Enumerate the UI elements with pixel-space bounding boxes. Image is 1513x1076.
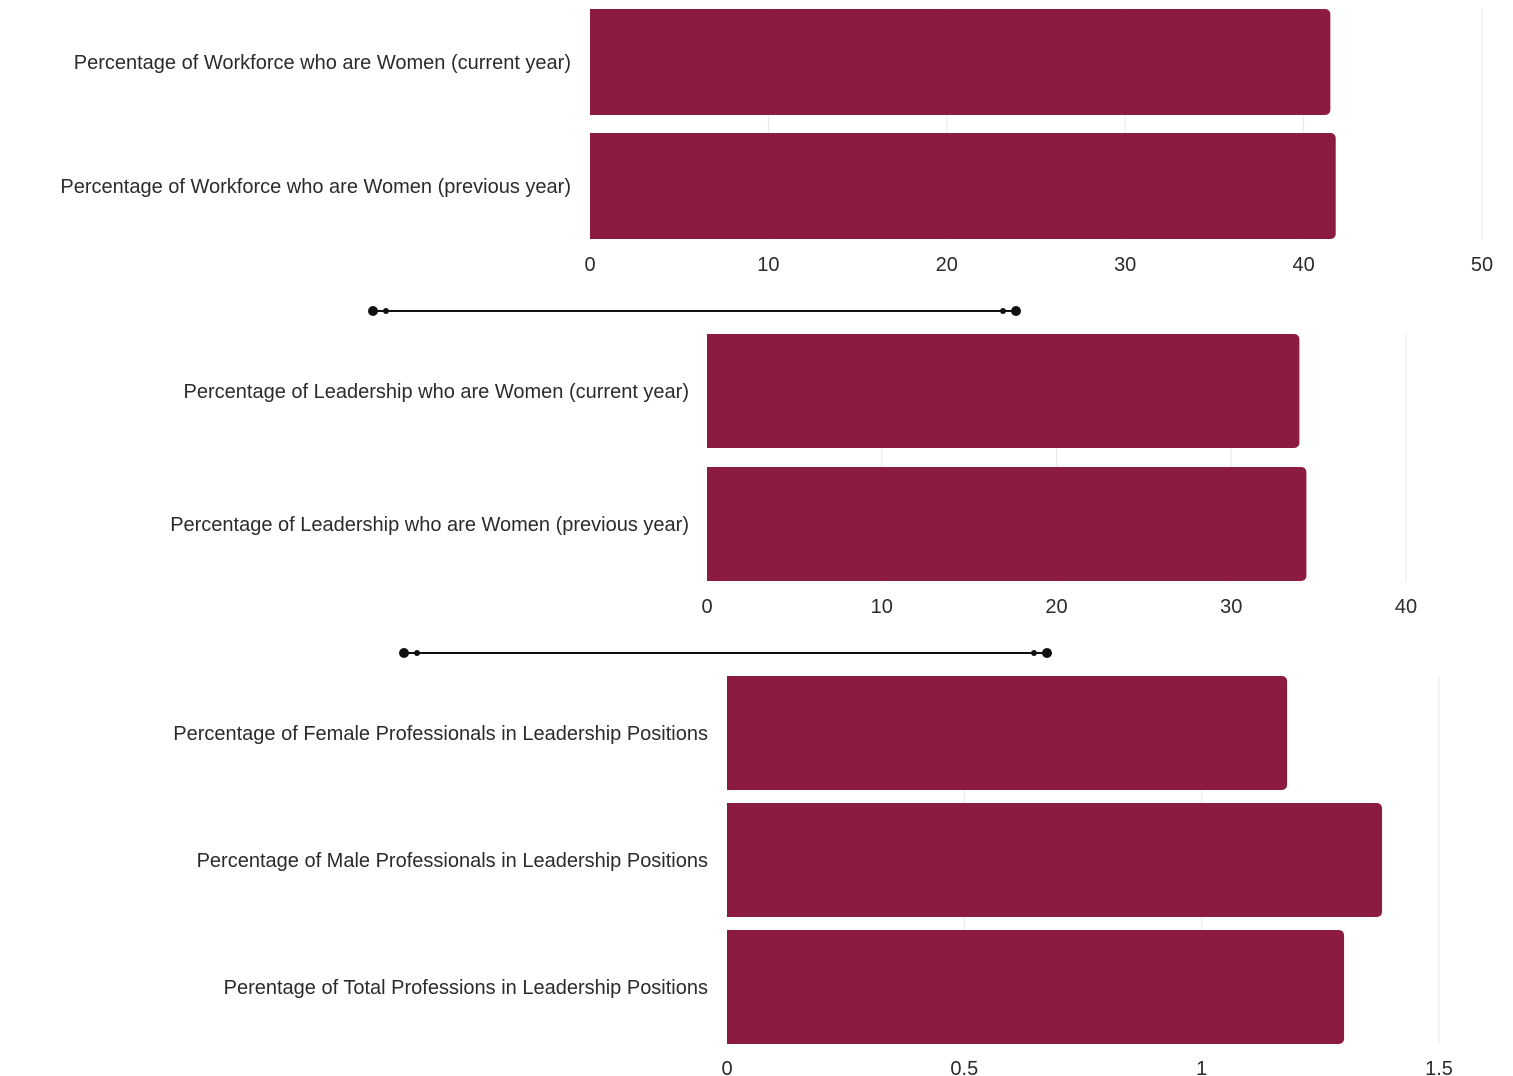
tick-label: 0.5 [950, 1058, 978, 1076]
tick-label: 0 [701, 596, 712, 618]
separator-dot [368, 306, 378, 316]
bar-left-edge [590, 133, 598, 239]
tick-label: 10 [757, 254, 779, 276]
tick-label: 1.5 [1425, 1058, 1453, 1076]
bar-left-edge [707, 334, 715, 448]
separator-dot [414, 650, 420, 656]
bar [707, 334, 1300, 448]
panel-separator [399, 648, 1052, 658]
tick-label: 0 [584, 254, 595, 276]
category-label: Percentage of Workforce who are Women (p… [60, 176, 571, 198]
tick-label: 50 [1471, 254, 1493, 276]
chart-panel-3: Percentage of Female Professionals in Le… [173, 676, 1453, 1076]
category-label: Perentage of Total Professions in Leader… [224, 977, 708, 999]
bar [590, 133, 1336, 239]
bar [727, 803, 1383, 917]
separator-dot [399, 648, 409, 658]
tick-label: 30 [1220, 596, 1242, 618]
tick-label: 1 [1196, 1058, 1207, 1076]
chart-panel-1: Percentage of Workforce who are Women (c… [60, 8, 1493, 276]
bar-left-edge [727, 930, 735, 1044]
category-label: Percentage of Leadership who are Women (… [170, 514, 689, 536]
bar [590, 9, 1331, 115]
bar-left-edge [590, 9, 598, 115]
tick-label: 20 [936, 254, 958, 276]
chart-panel-2: Percentage of Leadership who are Women (… [170, 334, 1417, 618]
category-label: Percentage of Female Professionals in Le… [173, 723, 708, 745]
bar-left-edge [727, 676, 735, 790]
separator-dot [1031, 650, 1037, 656]
separator-dot [1042, 648, 1052, 658]
tick-label: 10 [871, 596, 893, 618]
separator-dot [1011, 306, 1021, 316]
panel-separator [368, 306, 1021, 316]
tick-label: 30 [1114, 254, 1136, 276]
category-label: Percentage of Workforce who are Women (c… [74, 52, 571, 74]
category-label: Percentage of Male Professionals in Lead… [197, 850, 708, 872]
separator-dot [383, 308, 389, 314]
tick-label: 0 [721, 1058, 732, 1076]
tick-label: 40 [1292, 254, 1314, 276]
tick-label: 20 [1045, 596, 1067, 618]
bar [727, 676, 1288, 790]
bar-left-edge [727, 803, 735, 917]
tick-label: 40 [1395, 596, 1417, 618]
bar-left-edge [707, 467, 715, 581]
category-label: Percentage of Leadership who are Women (… [184, 381, 689, 403]
separator-dot [1000, 308, 1006, 314]
bar [727, 930, 1345, 1044]
bar [707, 467, 1307, 581]
